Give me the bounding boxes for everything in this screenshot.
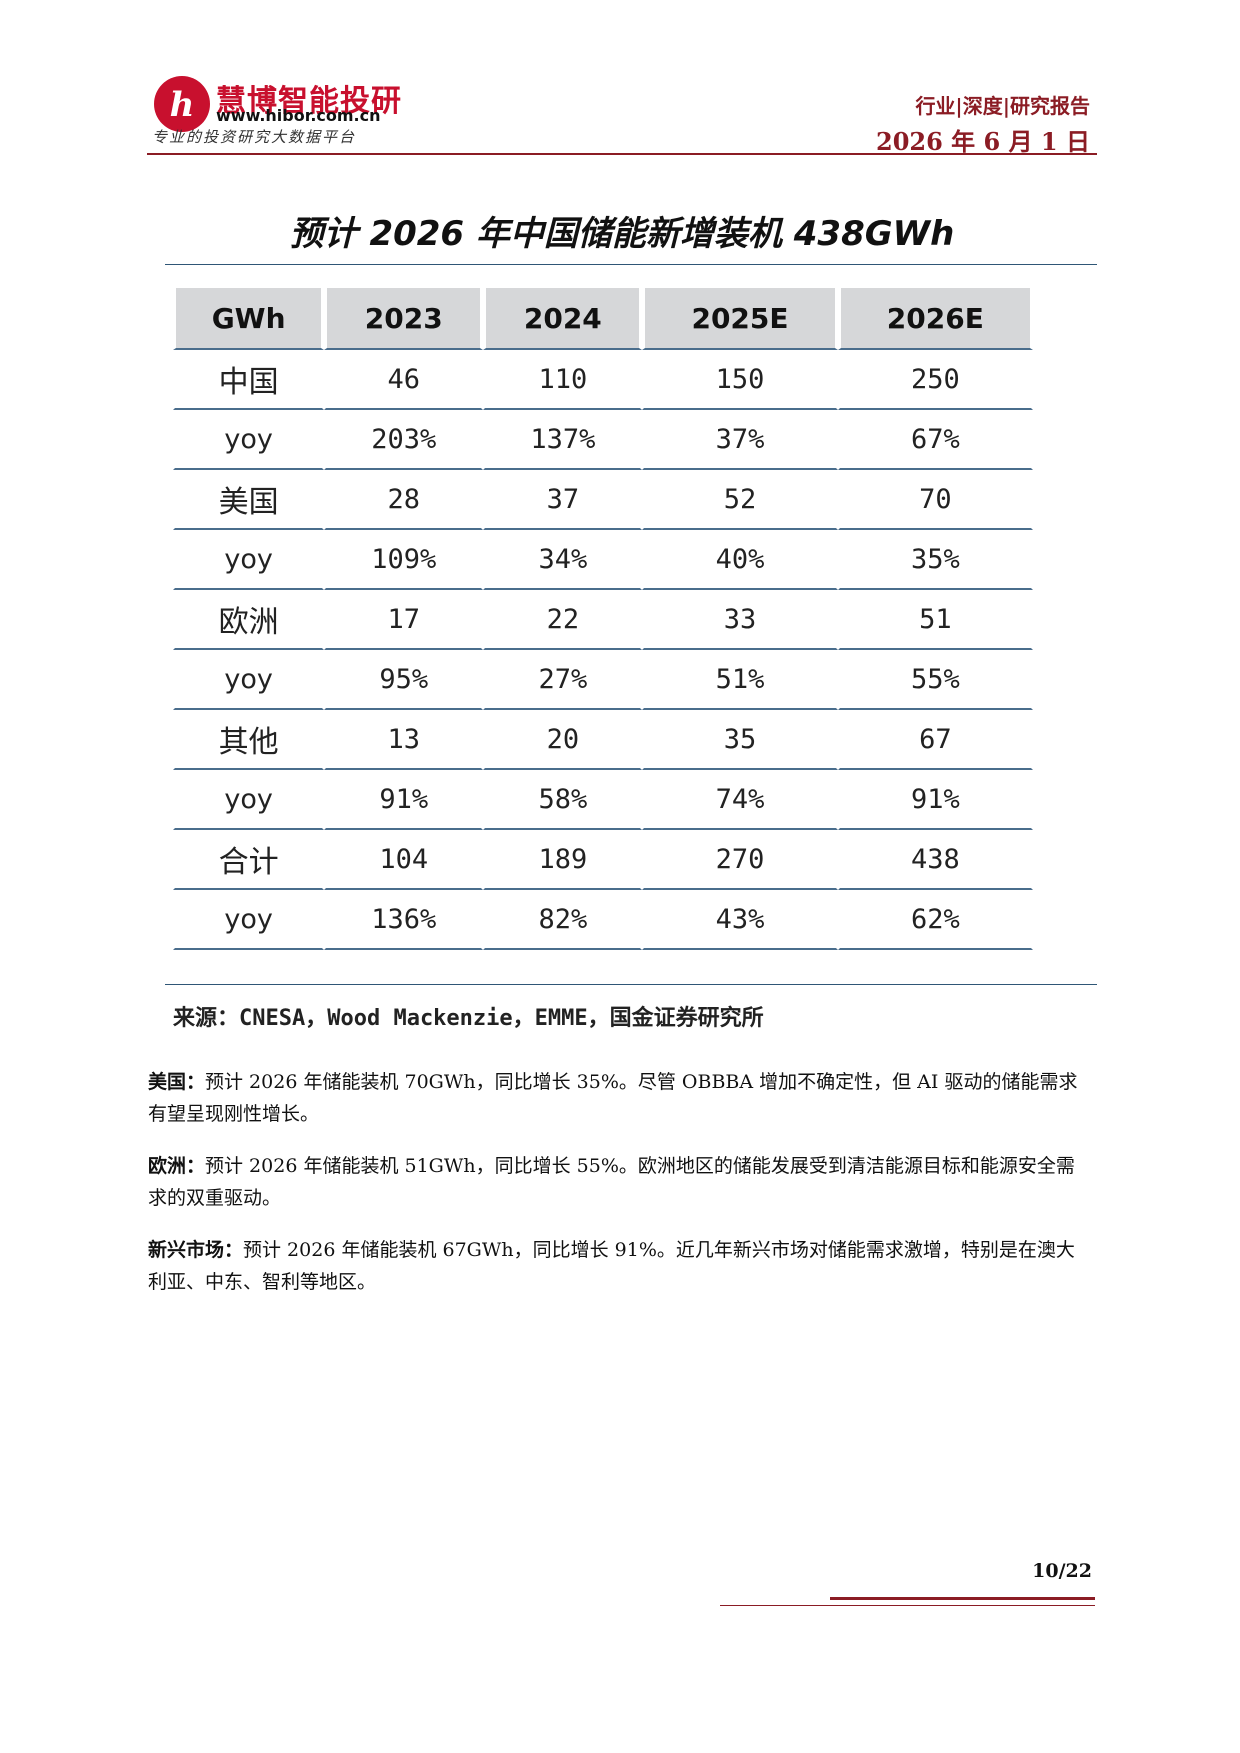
column-header-unit: GWh: [173, 288, 325, 350]
row-label: 欧洲: [173, 590, 325, 650]
table-cell: 67: [837, 710, 1033, 770]
table-row: yoy 91% 58% 74% 91%: [173, 770, 1033, 830]
paragraph-text: 预计 2026 年储能装机 70GWh，同比增长 35%。尽管 OBBBA 增加…: [148, 1071, 1078, 1125]
brand-logo: h: [152, 74, 212, 134]
figure-source: 来源：CNESA，Wood Mackenzie，EMME，国金证券研究所: [173, 1006, 764, 1031]
report-date: 2026 年 6 月 1 日: [876, 127, 1090, 156]
table-cell: 51%: [642, 650, 838, 710]
table-cell: 35: [642, 710, 838, 770]
table-cell: 150: [642, 350, 838, 410]
table-cell: 27%: [483, 650, 643, 710]
table-cell: 43%: [642, 890, 838, 950]
figure-title: 预计 2026 年中国储能新增装机 438GWh: [289, 214, 955, 254]
table-cell: 189: [483, 830, 643, 890]
table-cell: 20: [483, 710, 643, 770]
table-cell: 37%: [642, 410, 838, 470]
row-label: yoy: [173, 650, 325, 710]
table-cell: 40%: [642, 530, 838, 590]
logo-letter: h: [170, 85, 195, 125]
row-label: yoy: [173, 770, 325, 830]
table-cell: 67%: [837, 410, 1033, 470]
row-label: 其他: [173, 710, 325, 770]
table-cell: 28: [324, 470, 484, 530]
column-header-2023: 2023: [324, 288, 484, 350]
table-row: yoy 109% 34% 40% 35%: [173, 530, 1033, 590]
row-label: yoy: [173, 530, 325, 590]
table-cell: 22: [483, 590, 643, 650]
row-label: 合计: [173, 830, 325, 890]
storage-installation-table: GWh 2023 2024 2025E 2026E 中国 46 110 150 …: [173, 288, 1033, 950]
table-cell: 52: [642, 470, 838, 530]
table-cell: 203%: [324, 410, 484, 470]
column-header-2024: 2024: [483, 288, 643, 350]
table-cell: 136%: [324, 890, 484, 950]
footer-rule-thin: [720, 1605, 1095, 1606]
table-row: 中国 46 110 150 250: [173, 350, 1033, 410]
column-header-2025e: 2025E: [642, 288, 838, 350]
paragraph-text: 预计 2026 年储能装机 51GWh，同比增长 55%。欧洲地区的储能发展受到…: [148, 1155, 1075, 1209]
table-cell: 37: [483, 470, 643, 530]
table-cell: 35%: [837, 530, 1033, 590]
paragraph-lead: 美国：: [148, 1071, 206, 1093]
table-cell: 95%: [324, 650, 484, 710]
table-cell: 55%: [837, 650, 1033, 710]
figure-top-rule: [165, 264, 1097, 265]
table-cell: 62%: [837, 890, 1033, 950]
table-cell: 70: [837, 470, 1033, 530]
table-row: 美国 28 37 52 70: [173, 470, 1033, 530]
table-cell: 137%: [483, 410, 643, 470]
table-cell: 34%: [483, 530, 643, 590]
brand-url: www.hibor.com.cn: [216, 106, 381, 125]
table-cell: 110: [483, 350, 643, 410]
paragraph-emerging-markets: 新兴市场：预计 2026 年储能装机 67GWh，同比增长 91%。近几年新兴市…: [148, 1234, 1092, 1298]
column-header-2026e: 2026E: [837, 288, 1033, 350]
report-type: 行业|深度|研究报告: [915, 94, 1090, 118]
paragraph-usa: 美国：预计 2026 年储能装机 70GWh，同比增长 35%。尽管 OBBBA…: [148, 1066, 1092, 1130]
table-cell: 104: [324, 830, 484, 890]
table-cell: 74%: [642, 770, 838, 830]
table-cell: 250: [837, 350, 1033, 410]
table-row: yoy 95% 27% 51% 55%: [173, 650, 1033, 710]
table-cell: 82%: [483, 890, 643, 950]
table-cell: 109%: [324, 530, 484, 590]
table-row: 合计 104 189 270 438: [173, 830, 1033, 890]
table-row: 欧洲 17 22 33 51: [173, 590, 1033, 650]
table-cell: 270: [642, 830, 838, 890]
header-divider: [147, 153, 1097, 155]
row-label: yoy: [173, 410, 325, 470]
brand-name: 慧博智能投研: [216, 84, 402, 119]
table-cell: 13: [324, 710, 484, 770]
table-cell: 91%: [837, 770, 1033, 830]
table-cell: 51: [837, 590, 1033, 650]
figure-bottom-rule: [165, 984, 1097, 985]
table-cell: 33: [642, 590, 838, 650]
table-row: 其他 13 20 35 67: [173, 710, 1033, 770]
brand-slogan: 专业的投资研究大数据平台: [152, 128, 357, 146]
table-cell: 58%: [483, 770, 643, 830]
table-row: yoy 203% 137% 37% 67%: [173, 410, 1033, 470]
table-cell: 438: [837, 830, 1033, 890]
page-number: 10/22: [1032, 1560, 1092, 1582]
paragraph-text: 预计 2026 年储能装机 67GWh，同比增长 91%。近几年新兴市场对储能需…: [148, 1239, 1075, 1293]
row-label: yoy: [173, 890, 325, 950]
table-cell: 46: [324, 350, 484, 410]
paragraph-lead: 欧洲：: [148, 1155, 206, 1177]
footer-rule-thick: [830, 1597, 1095, 1600]
table-cell: 91%: [324, 770, 484, 830]
table-header-row: GWh 2023 2024 2025E 2026E: [173, 288, 1033, 350]
paragraph-europe: 欧洲：预计 2026 年储能装机 51GWh，同比增长 55%。欧洲地区的储能发…: [148, 1150, 1092, 1214]
table-row: yoy 136% 82% 43% 62%: [173, 890, 1033, 950]
row-label: 美国: [173, 470, 325, 530]
table-cell: 17: [324, 590, 484, 650]
row-label: 中国: [173, 350, 325, 410]
paragraph-lead: 新兴市场：: [148, 1239, 244, 1261]
